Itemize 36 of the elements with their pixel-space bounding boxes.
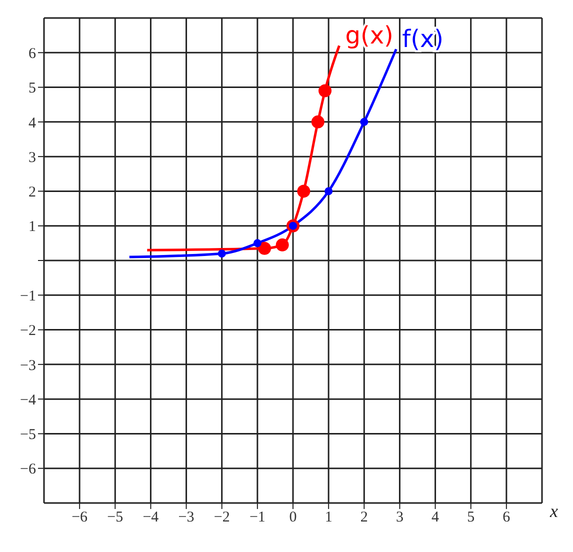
point: [324, 187, 333, 196]
point: [360, 118, 368, 126]
point: [318, 84, 332, 98]
y-tick-label: 1: [28, 219, 36, 236]
x-tick-label: 3: [396, 510, 404, 526]
point: [297, 184, 310, 198]
y-tick-label: 2: [28, 184, 36, 201]
y-tick-label: 3: [28, 150, 36, 166]
x-tick-label: 6: [502, 510, 511, 526]
x-tick-label: −5: [107, 510, 124, 526]
x-tick-label: 4: [432, 510, 440, 526]
point: [276, 238, 289, 252]
x-tick-label: 0: [289, 510, 297, 526]
point: [258, 242, 272, 255]
y-tick-label: −3: [20, 358, 36, 374]
y-tick-label: 5: [28, 80, 36, 97]
y-tick-label: 4: [28, 115, 36, 132]
line-series: [128, 48, 398, 258]
point: [218, 250, 226, 258]
y-tick-label: −2: [20, 323, 36, 340]
x-tick-label: 5: [467, 510, 475, 526]
x-tick-label: 1: [324, 510, 332, 526]
x-tick-label: −1: [249, 510, 266, 526]
y-tick-label: −4: [20, 392, 36, 408]
x-tick-label: −2: [214, 510, 230, 526]
x-tick-label: −4: [142, 510, 160, 526]
y-tick-label: 6: [28, 46, 36, 62]
x-tick-label: −6: [72, 510, 88, 526]
point: [311, 115, 324, 128]
x-tick-label: −3: [178, 510, 194, 526]
y-tick-label: −5: [20, 427, 36, 444]
x-axis-title: x: [549, 501, 558, 521]
point: [253, 239, 262, 248]
y-tick-label: −1: [20, 288, 36, 304]
x-tick-label: 2: [360, 510, 368, 526]
y-tick-label: −6: [20, 462, 36, 478]
